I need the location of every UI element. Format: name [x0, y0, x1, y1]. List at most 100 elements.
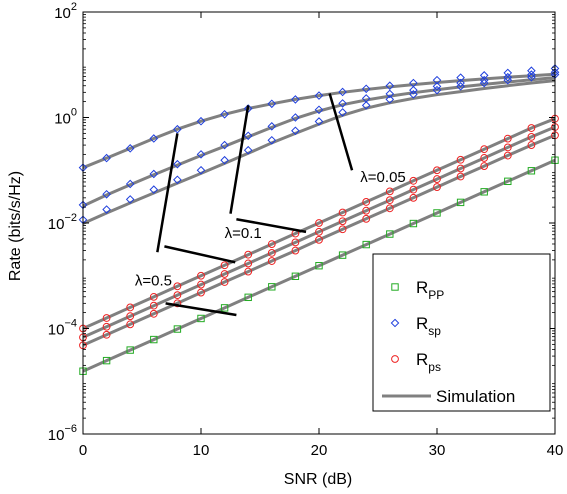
data-point	[480, 154, 489, 162]
legend-circle-swatch	[391, 355, 399, 363]
data-point	[314, 91, 324, 100]
data-point	[456, 198, 465, 207]
legend-label: Rsp	[416, 314, 441, 338]
data-point	[196, 165, 206, 175]
annotation-label: λ=0.1	[225, 225, 262, 242]
data-point	[197, 271, 205, 280]
data-point	[102, 189, 111, 199]
axes: 0 10 20 30 40 10−6 10−4 10−2 100 102	[48, 1, 564, 459]
data-point	[409, 185, 418, 194]
data-point	[243, 131, 253, 141]
data-point	[244, 250, 253, 259]
data-point	[173, 325, 182, 333]
data-point	[409, 193, 418, 202]
data-point	[220, 261, 229, 270]
data-point	[267, 240, 276, 249]
data-point	[338, 108, 347, 117]
data-point	[433, 166, 441, 175]
data-point	[243, 145, 253, 155]
data-point	[362, 206, 371, 215]
simulation-line-3	[82, 117, 556, 330]
data-point	[291, 246, 300, 255]
data-point	[503, 143, 512, 152]
data-point	[409, 176, 418, 185]
data-point	[527, 70, 536, 79]
data-point	[149, 292, 158, 301]
annotation-leader	[236, 217, 307, 234]
simulation-line-5	[82, 133, 556, 347]
data-point	[102, 153, 111, 163]
data-point	[527, 141, 536, 149]
annotation-arrow	[229, 105, 250, 214]
data-point	[220, 140, 229, 150]
data-point	[480, 162, 489, 170]
data-point	[456, 155, 465, 164]
x-tick-label: 20	[311, 442, 328, 459]
data-point	[409, 85, 418, 95]
legend-square-swatch	[391, 283, 399, 291]
data-point	[102, 314, 111, 322]
data-point	[409, 219, 418, 228]
data-point	[267, 135, 277, 145]
data-point	[126, 303, 135, 312]
data-point	[196, 116, 206, 126]
data-point	[432, 82, 442, 91]
data-point	[291, 272, 300, 280]
annotation-arrow	[156, 133, 179, 253]
data-point	[338, 217, 347, 226]
annotation-leader	[165, 302, 237, 317]
data-point	[125, 195, 135, 204]
data-point	[267, 249, 276, 257]
data-point	[126, 320, 135, 329]
data-point	[385, 89, 395, 99]
data-point	[125, 144, 135, 153]
data-point	[173, 124, 182, 134]
data-point	[503, 151, 512, 160]
data-point	[385, 81, 395, 91]
data-point	[456, 172, 465, 181]
data-point	[268, 283, 276, 291]
data-point	[126, 346, 134, 354]
data-point	[456, 73, 465, 82]
data-point	[433, 183, 441, 191]
data-point	[220, 304, 229, 312]
data-point	[361, 101, 371, 110]
data-point	[338, 225, 347, 234]
data-point	[220, 109, 229, 119]
y-tick-label: 10−2	[48, 212, 77, 233]
data-point	[503, 72, 513, 82]
data-point	[503, 134, 512, 143]
data-point	[267, 99, 277, 109]
legend-diamond-swatch	[390, 318, 400, 328]
simulation-line-2	[82, 79, 556, 225]
y-tick-label: 10−4	[48, 318, 77, 339]
data-point	[220, 270, 229, 278]
data-point	[291, 95, 300, 104]
data-point	[314, 117, 324, 126]
data-point	[173, 282, 182, 291]
data-point	[315, 235, 323, 244]
data-point	[291, 126, 300, 136]
data-point	[125, 179, 135, 189]
data-point	[173, 159, 182, 169]
data-point	[385, 95, 395, 104]
y-tick-label: 100	[54, 107, 77, 128]
data-point	[385, 187, 394, 196]
data-point	[386, 230, 394, 238]
data-point	[314, 105, 324, 115]
data-point	[479, 78, 489, 88]
y-axis-label: Rate (bits/s/Hz)	[7, 171, 24, 281]
x-tick-label: 30	[429, 442, 446, 459]
data-point	[220, 278, 229, 286]
data-point	[456, 82, 465, 91]
simulation-line-0	[82, 72, 556, 170]
data-point	[479, 75, 489, 85]
series-r-ps-5	[79, 131, 559, 350]
legend: RPP Rsp Rps Simulation	[372, 253, 551, 412]
data-point	[220, 155, 229, 165]
data-point	[433, 175, 441, 183]
data-point	[244, 293, 252, 302]
data-point	[338, 99, 347, 108]
data-point	[173, 175, 182, 185]
